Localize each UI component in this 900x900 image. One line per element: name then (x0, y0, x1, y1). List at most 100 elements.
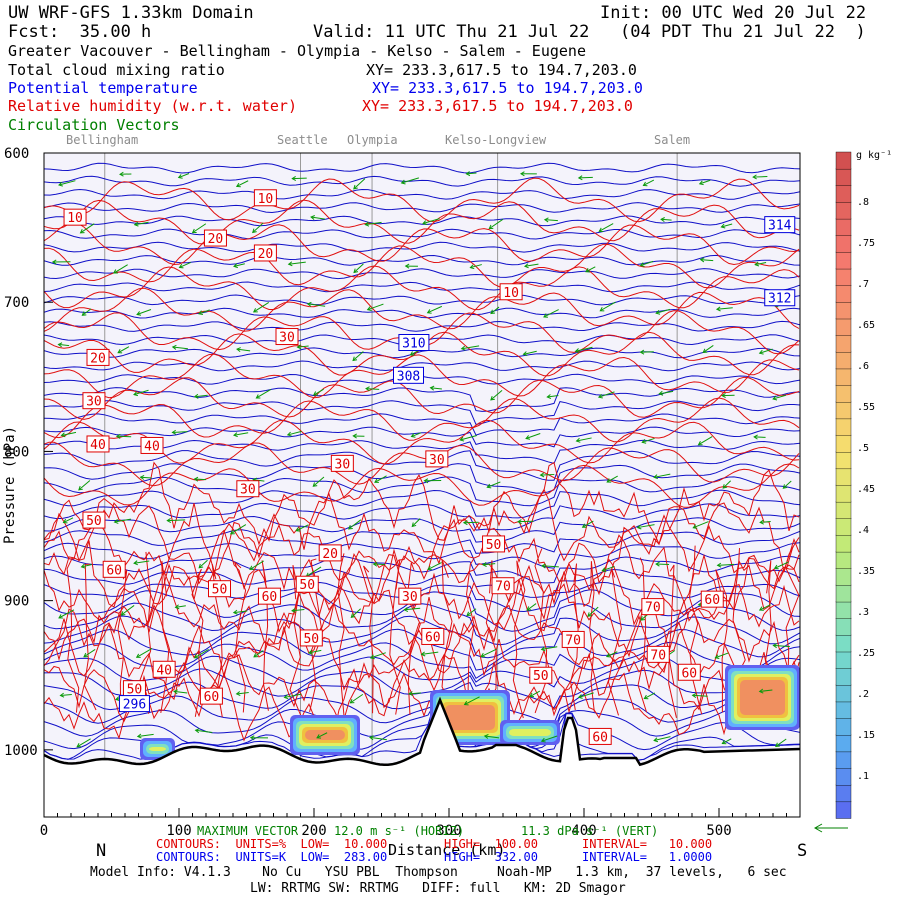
rh-contour-label: 60 (681, 666, 697, 681)
circulation-vector (464, 522, 479, 523)
rh-contour-label: 10 (258, 192, 274, 207)
colorbar-label: .5 (857, 443, 869, 454)
north-label: N (96, 843, 106, 860)
rh-contour-label: 10 (503, 286, 519, 301)
colorbar-swatch (836, 485, 851, 502)
rh-contour-label: 30 (335, 457, 351, 472)
circulation-vector (753, 177, 767, 178)
circulation-vector (292, 178, 306, 179)
rh-contour-label: 50 (303, 632, 319, 647)
south-label: S (797, 843, 807, 860)
colorbar-label: .2 (857, 689, 869, 700)
colorbar-swatch (836, 535, 851, 552)
rh-contour-label: 50 (212, 583, 228, 598)
colorbar-swatch (836, 285, 851, 302)
theta-contour-interval: INTERVAL= 1.0000 (582, 851, 712, 863)
y-tick-label: 700 (4, 295, 29, 311)
colorbar-swatch (836, 202, 851, 219)
max-vector-horiz: 12.0 m s⁻¹ (HORIZ) (334, 825, 464, 837)
colorbar-swatch (836, 352, 851, 369)
colorbar-swatch (836, 402, 851, 419)
rh-contour-label: 30 (279, 331, 295, 346)
rh-contour-label: 10 (67, 211, 83, 226)
rh-contour-info: CONTOURS: UNITS=% LOW= 10.000 (156, 838, 387, 850)
theta-contour-label: 314 (768, 219, 792, 234)
rh-contour-label: 30 (429, 453, 445, 468)
model-info-physics: LW: RRTMG SW: RRTMG DIFF: full KM: 2D Sm… (250, 882, 626, 895)
colorbar-swatch (836, 701, 851, 718)
colorbar-swatch (836, 435, 851, 452)
max-vector-vert: 11.3 dPa s⁻¹ (VERT) (521, 825, 658, 837)
max-vector-label: MAXIMUM VECTOR (197, 825, 298, 837)
colorbar-arrow-icon (815, 824, 848, 832)
y-tick-label: 600 (4, 146, 29, 162)
colorbar-swatch (836, 235, 851, 252)
colorbar-swatch (836, 751, 851, 768)
colorbar-label: .8 (857, 197, 869, 208)
rh-contour-label: 40 (90, 438, 106, 453)
colorbar-swatch (836, 568, 851, 585)
rh-contour-label: 50 (486, 538, 502, 553)
colorbar-label: .65 (857, 320, 875, 331)
colorbar-swatch (836, 368, 851, 385)
colorbar-label: .45 (857, 484, 875, 495)
y-tick-label: 1000 (4, 743, 38, 759)
model-info: Model Info: V4.1.3 No Cu YSU PBL Thompso… (90, 866, 787, 879)
cloud-area (149, 747, 166, 751)
rh-contour-label: 20 (322, 547, 338, 562)
theta-contour-high: HIGH= 332.00 (444, 851, 538, 863)
circulation-vector (374, 564, 385, 565)
y-tick-label: 900 (4, 594, 29, 610)
colorbar-swatch (836, 652, 851, 669)
colorbar-swatch (836, 768, 851, 785)
rh-contour-label: 30 (240, 483, 256, 498)
colorbar-swatch (836, 418, 851, 435)
rh-contour-label: 70 (650, 648, 666, 663)
colorbar-label: .4 (857, 525, 869, 536)
rh-contour-label: 60 (592, 730, 608, 745)
rh-contour-label: 60 (204, 690, 220, 705)
rh-contour-label: 70 (495, 580, 511, 595)
colorbar-swatch (836, 385, 851, 402)
colorbar-swatch (836, 668, 851, 685)
colorbar-swatch (836, 219, 851, 236)
colorbar-swatch (836, 252, 851, 269)
colorbar-swatch (836, 319, 851, 336)
colorbar-swatch (836, 718, 851, 735)
colorbar-swatch (836, 452, 851, 469)
circulation-vector (641, 352, 654, 353)
theta-contour-label: 296 (123, 698, 146, 713)
colorbar-swatch (836, 552, 851, 569)
circulation-vector (541, 474, 555, 475)
cloud-area (509, 729, 551, 736)
rh-contour-label: 50 (533, 669, 549, 684)
rh-contour-label: 60 (262, 590, 278, 605)
cloud-area (740, 680, 785, 715)
colorbar-swatch (836, 635, 851, 652)
colorbar-swatch (836, 502, 851, 519)
x-tick-label: 0 (40, 823, 48, 839)
rh-contour-label: 20 (258, 247, 274, 262)
circulation-vector (579, 177, 593, 178)
colorbar-swatch (836, 185, 851, 202)
colorbar-label: .15 (857, 730, 875, 741)
rh-contour-label: 30 (402, 590, 418, 605)
colorbar-swatch (836, 785, 851, 802)
rh-contour-high: HIGH= 100.00 (444, 838, 538, 850)
colorbar-label: .7 (857, 279, 869, 290)
colorbar-swatch (836, 735, 851, 752)
rh-contour-label: 60 (425, 630, 441, 645)
y-axis-title: Pressure (hPa) (2, 426, 18, 544)
colorbar-units: g kg⁻¹ (856, 150, 892, 161)
rh-contour-label: 20 (90, 351, 106, 366)
colorbar-swatch (836, 618, 851, 635)
colorbar-swatch (836, 269, 851, 286)
theta-contour-label: 308 (397, 369, 420, 384)
colorbar-label: .1 (857, 771, 869, 782)
rh-contour-label: 60 (704, 593, 720, 608)
circulation-vector (754, 437, 765, 438)
colorbar-label: .3 (857, 607, 869, 618)
rh-contour-label: 40 (156, 663, 172, 678)
rh-contour-label: 50 (299, 578, 315, 593)
